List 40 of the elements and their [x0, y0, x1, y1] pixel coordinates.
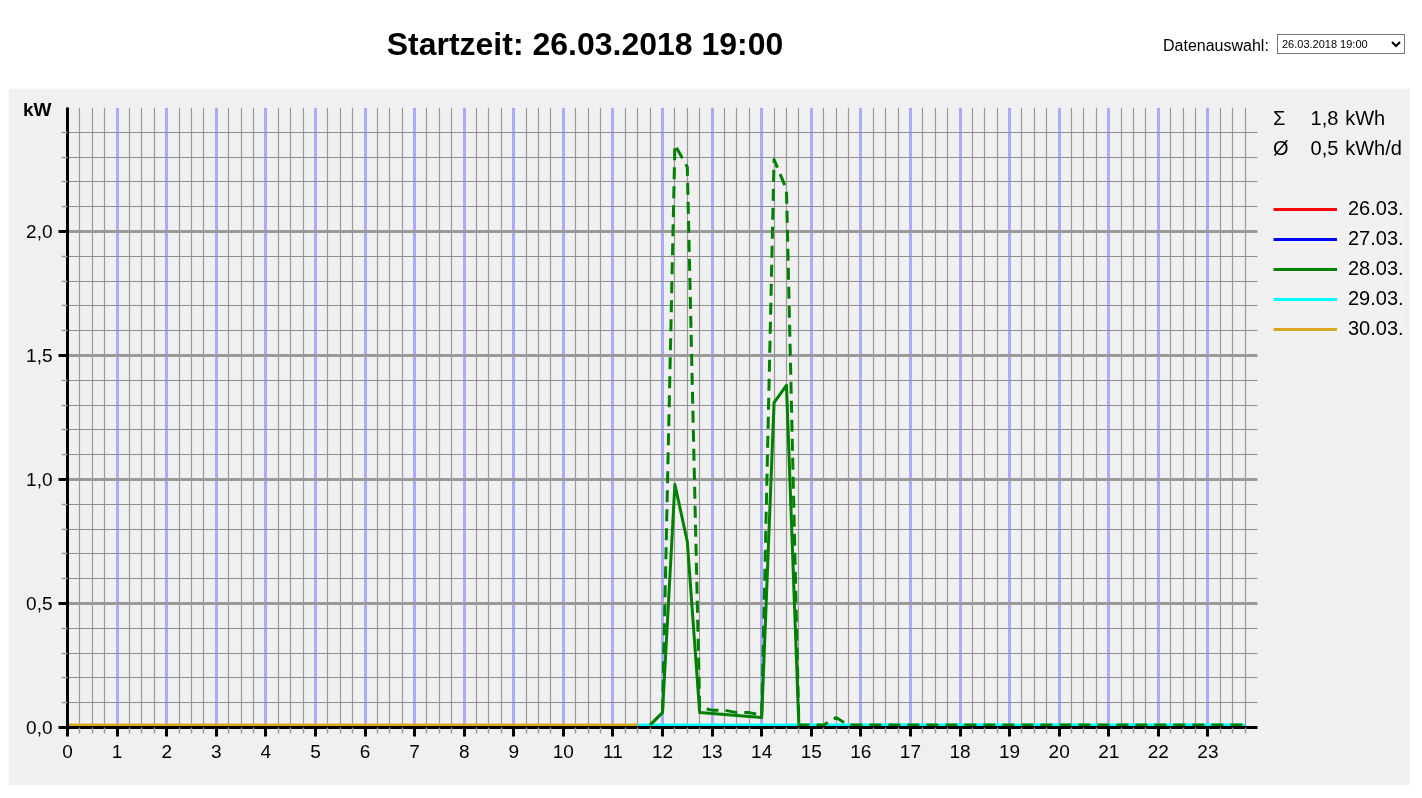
- text: 26.03.2018 19:00: [1277, 34, 1405, 54]
- x-tick-label: 4: [260, 740, 272, 762]
- x-tick-label: 13: [701, 740, 723, 762]
- y-tick-label: 0,5: [26, 593, 53, 614]
- y-tick-label: 0,0: [26, 717, 53, 738]
- x-tick-label: 6: [359, 740, 371, 762]
- x-tick-label: 14: [751, 740, 773, 762]
- x-tick-label: 9: [508, 740, 520, 762]
- x-tick-label: 18: [949, 740, 971, 762]
- y-tick-label: 1,0: [26, 469, 53, 490]
- text: Ø 0,5 kWh/d: [1273, 137, 1402, 159]
- y-tick-label: 1,5: [26, 345, 53, 366]
- y-axis-title: kW: [23, 99, 52, 121]
- y-tick-label: 2,0: [26, 221, 53, 242]
- x-tick-label: 21: [1098, 740, 1120, 762]
- x-tick-label: 12: [651, 740, 674, 762]
- x-tick-label: 5: [310, 740, 321, 762]
- x-tick-label: 23: [1197, 740, 1219, 762]
- legend-label: 27.03.: [1348, 227, 1404, 250]
- text: Datenauswahl:: [1163, 36, 1269, 56]
- x-tick-label: 16: [850, 740, 872, 762]
- legend-label: 26.03.: [1348, 197, 1404, 220]
- x-tick-label: 7: [409, 740, 420, 762]
- x-tick-label: 3: [210, 740, 222, 762]
- chart-title: Startzeit: 26.03.2018 19:00: [386, 26, 784, 62]
- x-tick-label: 19: [999, 740, 1021, 762]
- x-tick-label: 20: [1048, 740, 1070, 762]
- text: Σ 1,8 kWh: [1273, 107, 1386, 129]
- x-tick-label: 2: [161, 740, 172, 762]
- x-tick-label: 22: [1147, 740, 1169, 762]
- x-tick-label: 8: [458, 740, 470, 762]
- x-tick-label: 11: [603, 740, 623, 762]
- x-tick-label: 0: [62, 740, 73, 762]
- legend-label: 29.03.: [1348, 287, 1404, 310]
- x-tick-label: 17: [899, 740, 921, 762]
- x-tick-label: 1: [111, 740, 123, 762]
- legend-label: 28.03.: [1348, 257, 1404, 280]
- x-tick-label: 15: [800, 740, 822, 762]
- legend-label: 30.03.: [1348, 317, 1404, 340]
- x-tick-label: 10: [552, 740, 574, 762]
